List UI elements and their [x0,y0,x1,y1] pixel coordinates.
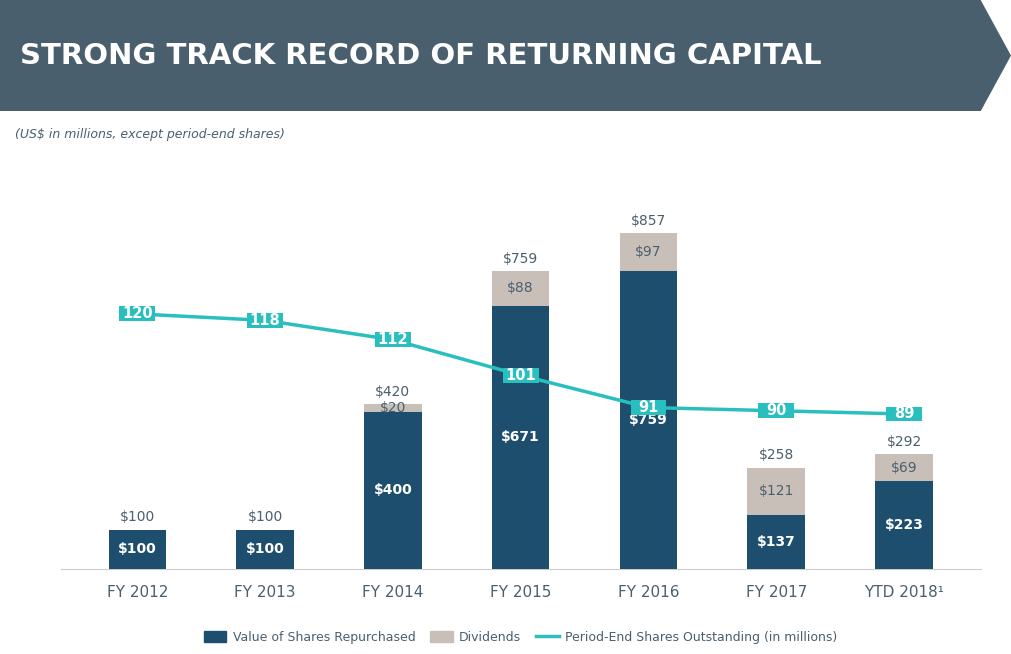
FancyBboxPatch shape [886,407,922,421]
Text: $400: $400 [373,483,412,498]
Text: $97: $97 [635,245,661,259]
Bar [364,412,422,569]
Bar [108,530,166,569]
Text: 90: 90 [766,404,787,419]
Text: $100: $100 [119,510,155,525]
FancyBboxPatch shape [631,400,666,415]
Text: $69: $69 [891,461,917,475]
FancyBboxPatch shape [119,307,156,321]
Text: 89: 89 [894,407,914,421]
Text: $258: $258 [758,448,794,462]
Text: $121: $121 [758,485,794,498]
FancyBboxPatch shape [248,313,283,328]
Text: $759: $759 [629,413,668,427]
Text: $223: $223 [885,518,923,532]
Bar [492,271,549,305]
Bar [747,515,805,569]
Text: $671: $671 [501,430,540,444]
FancyBboxPatch shape [375,332,410,347]
Text: $20: $20 [380,401,406,415]
Bar [492,305,549,569]
Text: $88: $88 [508,281,534,296]
Bar [876,455,933,481]
Text: 91: 91 [638,400,658,415]
Bar [620,271,677,569]
Text: $100: $100 [246,542,284,557]
Text: 118: 118 [250,313,280,328]
Bar [620,233,677,271]
Text: 120: 120 [122,307,153,321]
Polygon shape [0,0,1011,111]
Text: $420: $420 [375,385,410,399]
FancyBboxPatch shape [502,368,539,383]
Text: 101: 101 [506,368,536,383]
Text: $100: $100 [248,510,283,525]
Text: STRONG TRACK RECORD OF RETURNING CAPITAL: STRONG TRACK RECORD OF RETURNING CAPITAL [20,42,822,69]
FancyBboxPatch shape [758,404,794,418]
Text: $857: $857 [631,214,666,228]
Bar [747,468,805,515]
Bar [237,530,294,569]
Text: $292: $292 [887,435,922,449]
Bar [876,481,933,569]
Text: $137: $137 [757,535,796,549]
Bar [364,404,422,412]
Text: $100: $100 [118,542,157,557]
Text: 112: 112 [377,332,408,347]
Text: $759: $759 [503,252,538,266]
Legend: Value of Shares Repurchased, Dividends, Period-End Shares Outstanding (in millio: Value of Shares Repurchased, Dividends, … [199,626,842,649]
Text: (US$ in millions, except period-end shares): (US$ in millions, except period-end shar… [15,128,285,141]
